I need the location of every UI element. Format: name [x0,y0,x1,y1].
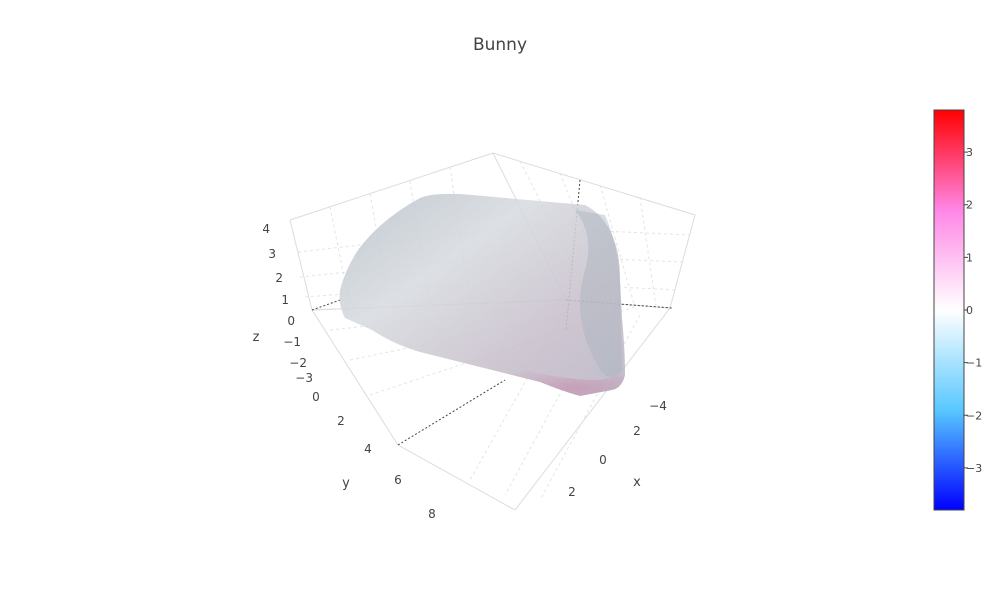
tick-label: 2 [337,414,345,428]
colorbar-tick-label: 2 [966,199,973,212]
z-axis-base-line [311,299,341,311]
tick-label: 3 [268,247,276,261]
z-axis-ticks: 4 3 2 1 0 −1 −2−3 [262,222,313,385]
mesh-surface[interactable] [339,193,625,396]
tick-label: 0 [599,453,607,467]
colorbar-ticks: 3 2 1 0 −1 −2 −3 [964,146,982,475]
tick-label: −1 [283,335,301,349]
colorbar-tick-label: 0 [966,304,973,317]
tick-label: 6 [394,473,402,487]
tick-label: 2 [275,271,283,285]
mesh-side-face [575,210,622,378]
colorbar-tick-label: −1 [966,357,982,370]
tick-label: 4 [262,222,270,236]
colorbar-tick-label: 1 [966,251,973,264]
x-axis-ticks: −4 2 0 2 [568,399,667,499]
chart-title: Bunny [473,35,527,55]
tick-label: −3 [295,371,313,385]
tick-label: 0 [312,390,320,404]
tick-label: 2 [633,424,641,438]
colorbar-bar [933,109,965,511]
tick-label: 4 [364,442,372,456]
mesh-body [339,193,625,396]
grid-line [519,160,591,301]
grid-line [599,184,635,305]
colorbar[interactable]: 3 2 1 0 −1 −2 −3 [933,109,982,511]
tick-label: −4 [649,399,667,413]
tick-label: 2 [568,485,576,499]
grid-line [539,314,641,501]
x-axis-title: x [633,475,641,490]
mesh-shadow [420,345,625,396]
y-axis-line [397,379,506,446]
z-axis-title: z [253,330,260,345]
tick-label: −2 [289,356,307,370]
grid-line [639,196,657,307]
tick-label: 8 [428,507,436,521]
colorbar-tick-label: −2 [966,409,982,422]
y-axis-ticks: 0 2 4 6 8 [312,390,436,521]
tick-label: 0 [287,314,295,328]
y-axis-title: y [342,476,350,491]
tick-label: 1 [281,293,289,307]
colorbar-tick-label: 3 [966,146,973,159]
colorbar-tick-label: −3 [966,462,982,475]
